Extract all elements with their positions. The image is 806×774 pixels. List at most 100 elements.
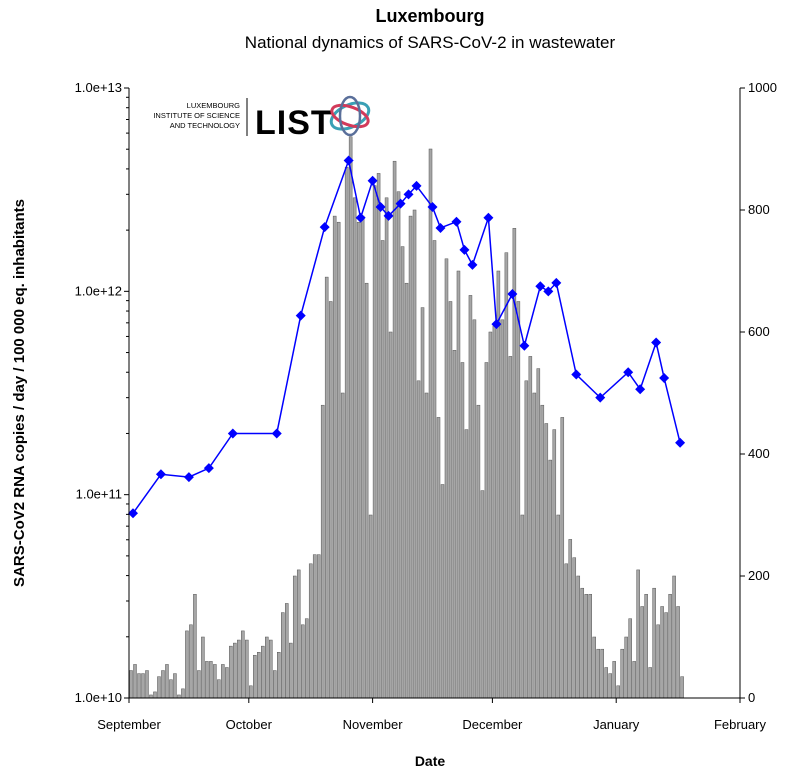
bar bbox=[528, 356, 533, 699]
bar bbox=[604, 667, 608, 699]
bar bbox=[672, 575, 676, 699]
bar bbox=[388, 331, 393, 699]
bar bbox=[432, 240, 437, 699]
bar bbox=[380, 240, 385, 699]
y-axis-title: SARS-CoV2 RNA copies / day / 100 000 eq.… bbox=[11, 199, 28, 587]
bar bbox=[320, 404, 325, 699]
bar bbox=[245, 639, 249, 699]
bar bbox=[269, 639, 273, 699]
bar bbox=[480, 490, 485, 699]
bar bbox=[169, 679, 173, 699]
marker bbox=[427, 201, 438, 212]
bar bbox=[520, 514, 525, 699]
marker bbox=[507, 289, 518, 300]
bar bbox=[552, 429, 557, 699]
bar bbox=[281, 612, 285, 699]
bar bbox=[648, 667, 652, 699]
bar bbox=[452, 350, 457, 699]
bar bbox=[668, 594, 672, 699]
bar bbox=[456, 270, 461, 699]
bar bbox=[141, 673, 145, 699]
bar bbox=[185, 630, 189, 699]
marker bbox=[451, 216, 462, 227]
chart-title: Luxembourg bbox=[375, 6, 484, 26]
x-tick-label: November bbox=[343, 717, 404, 732]
logo-mark: LIST bbox=[255, 104, 333, 142]
bar bbox=[173, 673, 177, 699]
bar bbox=[632, 661, 636, 699]
bar bbox=[408, 215, 413, 699]
bar bbox=[344, 167, 349, 699]
bar bbox=[201, 636, 205, 699]
bar bbox=[664, 612, 668, 699]
marker bbox=[435, 222, 446, 233]
marker bbox=[383, 210, 394, 221]
marker bbox=[403, 189, 414, 200]
bar bbox=[257, 652, 261, 699]
bar bbox=[221, 664, 225, 699]
logo-ring bbox=[330, 103, 370, 129]
logo: LUXEMBOURG INSTITUTE OF SCIENCE AND TECH… bbox=[153, 95, 371, 142]
marker bbox=[271, 428, 282, 439]
bar bbox=[400, 246, 405, 699]
bar bbox=[620, 648, 624, 699]
bar bbox=[484, 362, 489, 699]
bar bbox=[205, 661, 209, 699]
bar bbox=[348, 136, 353, 699]
bar bbox=[296, 569, 301, 699]
bar bbox=[628, 618, 632, 699]
x-tick-label: February bbox=[714, 717, 767, 732]
bar bbox=[157, 676, 161, 699]
bar bbox=[468, 295, 473, 699]
bar bbox=[568, 539, 573, 699]
bar bbox=[308, 563, 313, 699]
bar bbox=[193, 594, 197, 699]
bar bbox=[273, 670, 277, 699]
bar bbox=[233, 642, 237, 699]
bar bbox=[624, 636, 628, 699]
marker bbox=[155, 469, 166, 480]
bar bbox=[372, 185, 377, 699]
y2-tick-label: 200 bbox=[748, 568, 770, 583]
bar bbox=[253, 655, 257, 699]
bar bbox=[500, 319, 505, 699]
bar bbox=[420, 307, 425, 699]
marker bbox=[343, 155, 354, 166]
bar bbox=[292, 575, 297, 699]
marker bbox=[295, 310, 306, 321]
bar bbox=[600, 648, 604, 699]
bar bbox=[680, 676, 684, 699]
bar bbox=[209, 661, 213, 699]
bar bbox=[277, 652, 281, 699]
bar bbox=[564, 563, 569, 699]
bar bbox=[496, 270, 501, 699]
bar bbox=[189, 624, 193, 699]
bar bbox=[444, 258, 449, 699]
x-axis-title: Date bbox=[415, 753, 446, 769]
y2-tick-label: 0 bbox=[748, 690, 755, 705]
bar bbox=[508, 356, 513, 699]
bar bbox=[592, 636, 596, 699]
marker bbox=[595, 392, 606, 403]
bar bbox=[612, 661, 616, 699]
bar bbox=[384, 197, 389, 699]
marker bbox=[355, 212, 366, 223]
bar bbox=[640, 606, 644, 699]
marker bbox=[635, 384, 646, 395]
bar bbox=[608, 673, 612, 699]
bar bbox=[416, 380, 421, 699]
y-tick-label: 1.0e+12 bbox=[75, 283, 122, 298]
bar bbox=[356, 221, 361, 699]
plot bbox=[127, 136, 686, 699]
bar bbox=[284, 603, 289, 699]
bar bbox=[300, 624, 305, 699]
bar bbox=[460, 362, 465, 699]
bar bbox=[596, 648, 600, 699]
marker bbox=[319, 222, 330, 233]
marker bbox=[623, 367, 634, 378]
bar bbox=[392, 160, 397, 699]
bar bbox=[656, 624, 660, 699]
bar bbox=[548, 459, 553, 699]
bar bbox=[492, 325, 497, 699]
